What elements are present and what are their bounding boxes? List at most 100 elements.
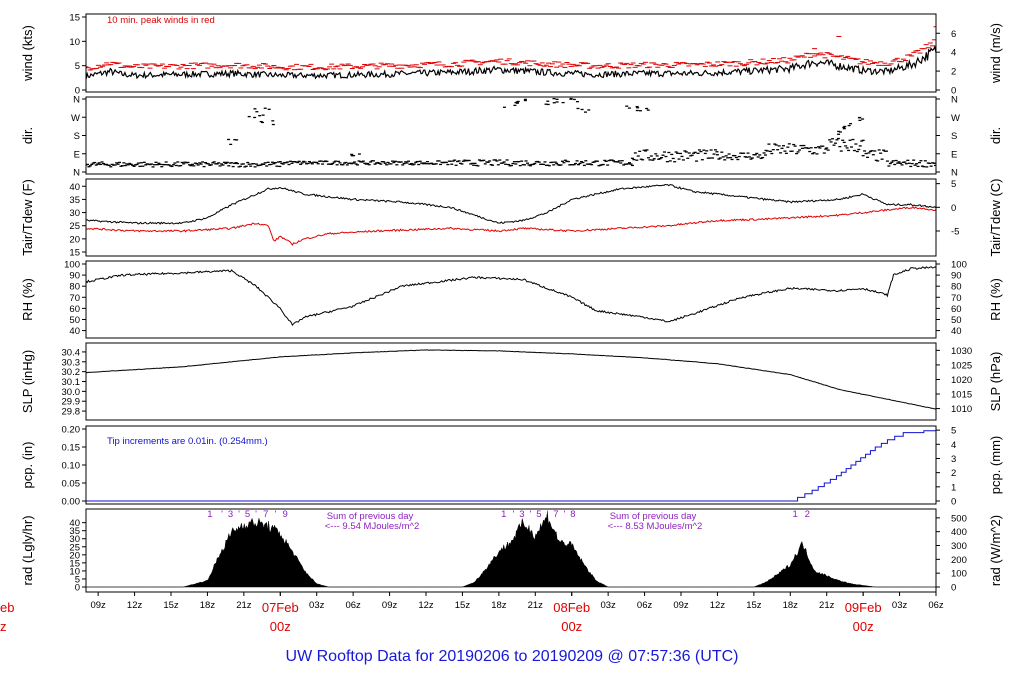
y2-tick-label: 1010 (951, 404, 972, 415)
y2-tick-label: 0 (951, 583, 956, 594)
rad-hour-label: 5 (245, 509, 250, 520)
panel-pcp: 0.00 0.05 0.10 0.15 0.20 0 1 2 3 4 5 pcp. (in) pcp. … (20, 425, 1003, 508)
rh-frame (85, 260, 937, 339)
rad-hour-label: 1 (792, 509, 797, 520)
x-tick-label: 03z (892, 600, 908, 611)
y-tick-label: N (73, 95, 80, 106)
tip-increments-note: Tip increments are 0.01in. (0.254mm.) (107, 436, 268, 447)
slp-line-0 (86, 349, 936, 410)
date-time-label: 00z (561, 619, 582, 634)
rad-ylabel-right: rad (W/m^2) (988, 515, 1003, 586)
y2-tick-label: E (951, 149, 957, 160)
x-tick-label: 15z (163, 600, 179, 611)
y2-tick-label: 0 (951, 86, 956, 97)
y2-tick-label: 80 (951, 282, 962, 293)
dir-ylabel-left: dir. (20, 127, 35, 144)
edge-date-time-label: z (0, 619, 7, 634)
date-label: 09Feb (845, 600, 882, 615)
rad-hour-label: ' (221, 509, 223, 520)
rad-hour-label: 5 (536, 509, 541, 520)
panel-slp: 29.829.930.030.130.230.330.4 1010 1015 1020… (20, 342, 1003, 421)
y2-tick-label: 5 (951, 426, 956, 437)
y2-tick-label: 100 (951, 569, 967, 580)
y-tick-label: 29.9 (62, 397, 81, 408)
y2-tick-label: 1020 (951, 375, 972, 386)
x-tick-label: 21z (819, 600, 835, 611)
y-tick-label: 0.00 (62, 497, 81, 508)
temp-line-tair (86, 183, 936, 225)
y2-tick-label: 1015 (951, 390, 972, 401)
y2-tick-label: 0 (951, 203, 956, 214)
x-tick-label: 21z (528, 600, 544, 611)
rad-hour-label: ' (238, 509, 240, 520)
y-tick-label: 20 (69, 550, 80, 561)
y-tick-label: 0.10 (62, 461, 81, 472)
y2-tick-label: 4 (951, 48, 956, 59)
y2-tick-label: 2 (951, 468, 956, 479)
date-time-label: 00z (270, 619, 291, 634)
radiation-area (86, 512, 936, 588)
rad-hour-label: 1 (501, 509, 506, 520)
y2-tick-label: 2 (951, 67, 956, 78)
y-tick-label: 10 (69, 566, 80, 577)
rad-hour-label: ' (513, 509, 515, 520)
x-tick-label: 09z (90, 600, 106, 611)
x-tick-label: 06z (637, 600, 653, 611)
y-tick-label: 0 (75, 583, 80, 594)
rh-series (86, 266, 936, 326)
rad-hour-label: 3 (519, 509, 524, 520)
x-tick-label: 15z (455, 600, 471, 611)
x-tick-label: 18z (783, 600, 799, 611)
temp-ylabel-left: Tair/Tdew (F) (20, 179, 35, 256)
y2-tick-label: 60 (951, 304, 962, 315)
y-tick-label: 30.3 (62, 357, 81, 368)
temp-ylabel-right: Tair/Tdew (C) (988, 178, 1003, 256)
y2-tick-label: -5 (951, 226, 959, 237)
y2-tick-label: 0 (951, 497, 956, 508)
x-tick-label: 06z (928, 600, 944, 611)
y-tick-label: N (73, 168, 80, 179)
rh-ylabel-left: RH (%) (20, 278, 35, 321)
rad-hour-label: ' (547, 509, 549, 520)
slp-ylabel-left: SLP (inHg) (20, 350, 35, 413)
y-tick-label: 50 (69, 315, 80, 326)
y-tick-label: 30.4 (62, 347, 81, 358)
rad-hour-label: ' (275, 509, 277, 520)
date-time-label: 00z (853, 619, 874, 634)
y2-tick-label: 3 (951, 454, 956, 465)
x-tick-label: 09z (673, 600, 689, 611)
y-tick-label: W (71, 113, 80, 124)
y-tick-label: 60 (69, 304, 80, 315)
y-tick-label: 10 (69, 37, 80, 48)
y-tick-label: 25 (69, 221, 80, 232)
y-tick-label: 5 (75, 61, 80, 72)
y2-tick-label: 4 (951, 440, 956, 451)
y2-tick-label: 1025 (951, 360, 972, 371)
date-label: 08Feb (553, 600, 590, 615)
rad-sum-note-1b: <--- 9.54 MJoules/m^2 (325, 521, 419, 532)
y-tick-label: 30.1 (62, 377, 81, 388)
y2-tick-label: N (951, 95, 958, 106)
y-tick-label: 30 (69, 208, 80, 219)
rad-hour-label: 1 (207, 509, 212, 520)
rad-hour-label: ' (564, 509, 566, 520)
y2-tick-label: 6 (951, 29, 956, 40)
slp-frame (85, 342, 937, 421)
y-tick-label: 15 (69, 13, 80, 24)
wind-series (86, 26, 936, 80)
x-tick-label: 18z (491, 600, 507, 611)
dir-series (86, 97, 936, 168)
rad-hour-label: 8 (570, 509, 575, 520)
y-tick-label: 35 (69, 195, 80, 206)
y2-tick-label: W (951, 113, 960, 124)
y2-tick-label: 200 (951, 555, 967, 566)
y-tick-label: 0.15 (62, 443, 81, 454)
x-tick-label: 03z (309, 600, 325, 611)
y2-tick-label: 1030 (951, 346, 972, 357)
x-tick-label: 12z (127, 600, 143, 611)
y-tick-label: 40 (69, 518, 80, 529)
temp-line-tdew (86, 205, 936, 246)
y2-tick-label: N (951, 168, 958, 179)
